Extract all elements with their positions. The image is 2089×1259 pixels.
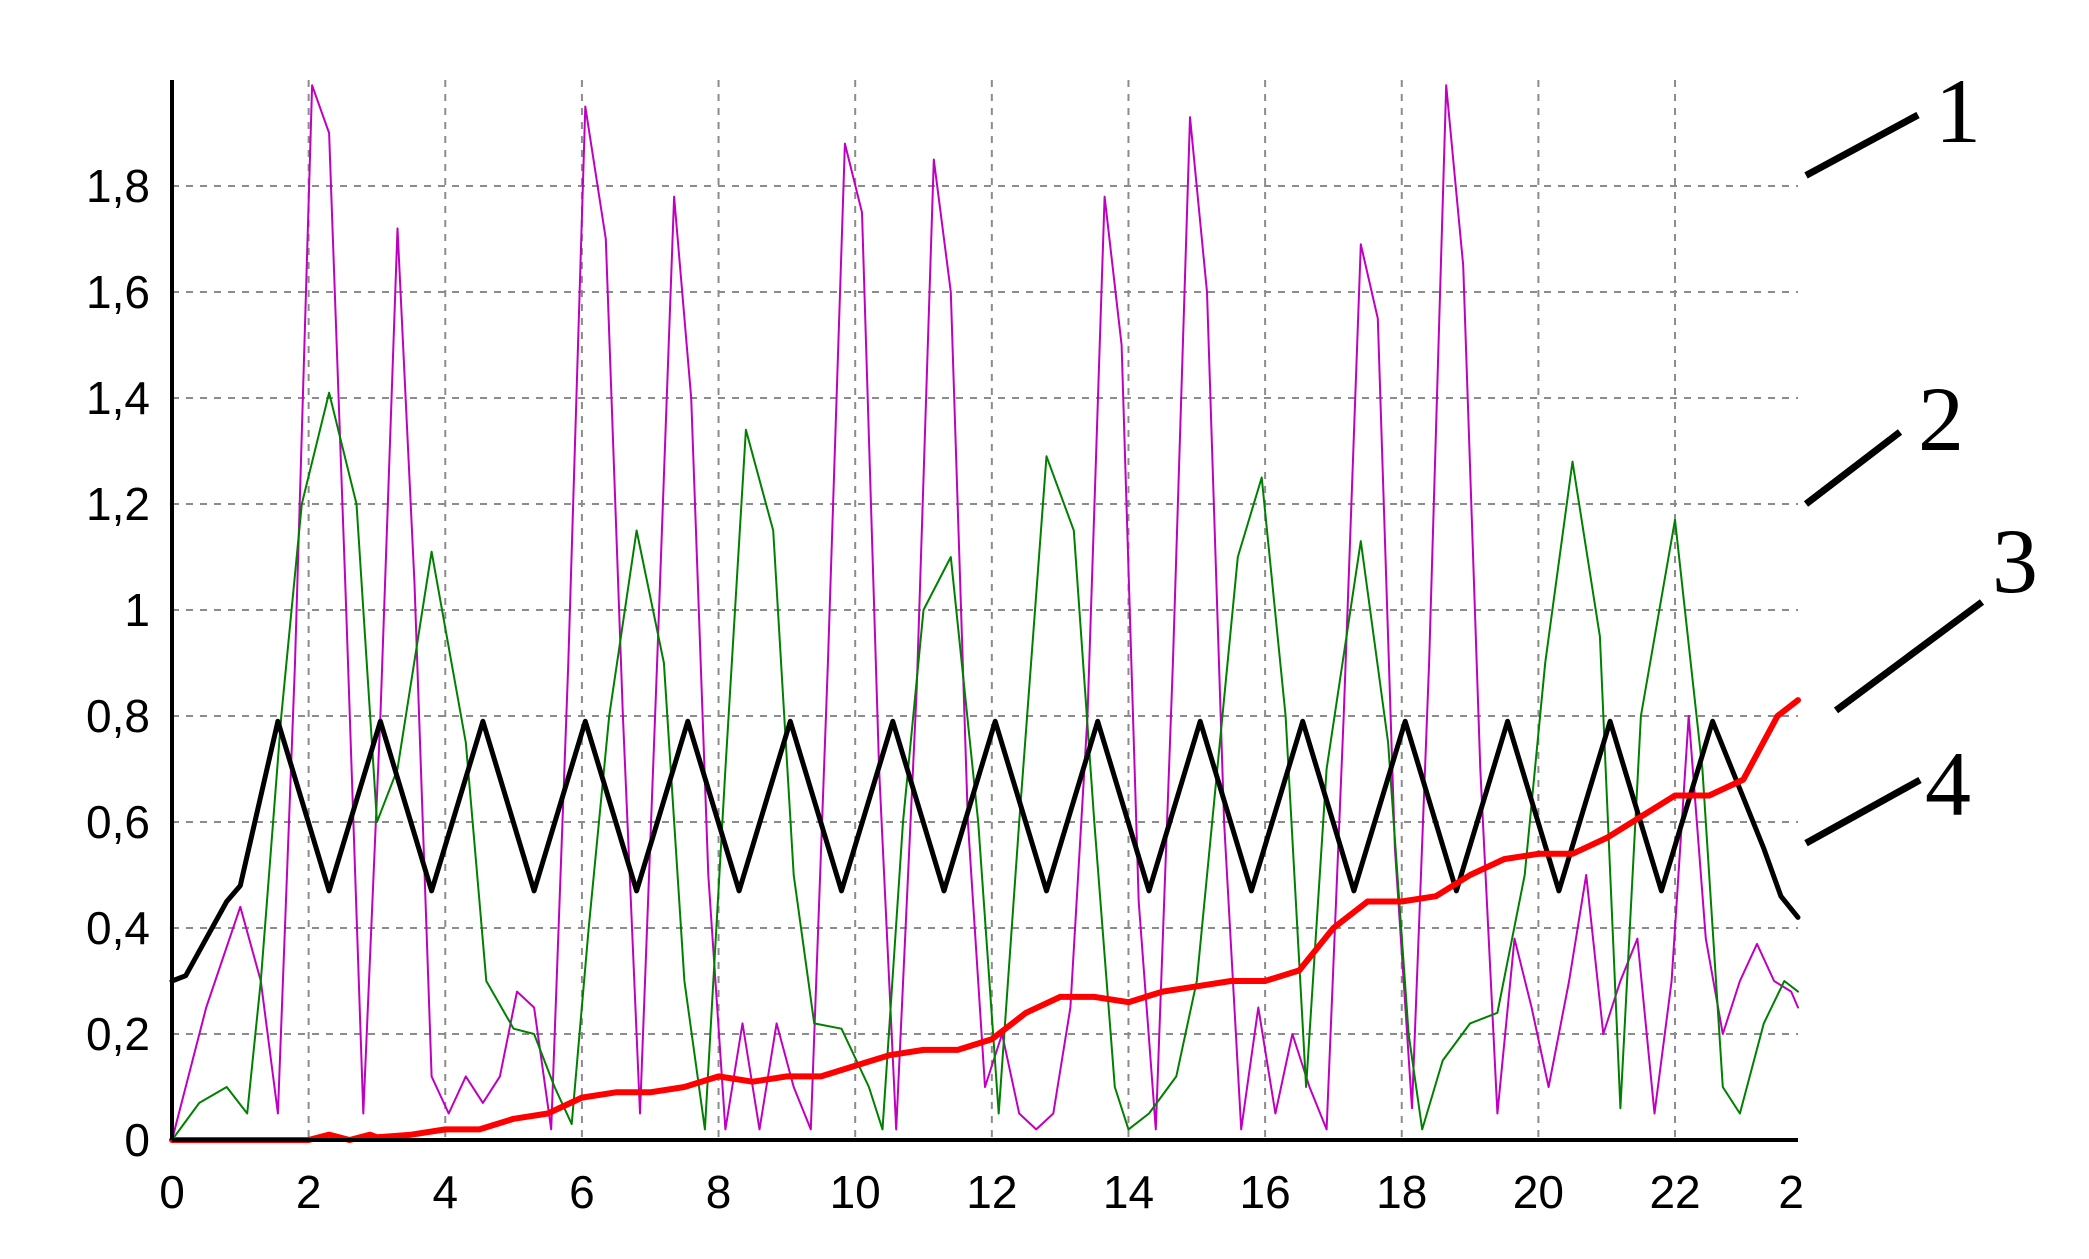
- x-tick-label: 10: [830, 1166, 881, 1218]
- y-tick-label: 0,2: [86, 1008, 150, 1060]
- y-tick-label: 0: [124, 1114, 150, 1166]
- callout-leader-2: [1803, 429, 1903, 507]
- y-tick-label: 1,2: [86, 478, 150, 530]
- callout-label-1: 1: [1935, 60, 1981, 162]
- series-line-1: [171, 84, 1799, 1141]
- axes: [170, 80, 1798, 1142]
- callout-label-3: 3: [1992, 510, 2038, 612]
- x-tick-labels: 0 2 4 6 8 10 12 14 16 18 20 22 2: [159, 1166, 1804, 1218]
- callout-label-4: 4: [1925, 733, 1971, 835]
- series-lines: [169, 84, 1801, 1143]
- series-line-4: [169, 697, 1801, 1143]
- y-tick-label: 1,4: [86, 372, 150, 424]
- x-tick-label: 18: [1376, 1166, 1427, 1218]
- x-tick-label: 14: [1103, 1166, 1154, 1218]
- x-tick-label: 2: [1778, 1166, 1804, 1218]
- y-tick-label: 0,8: [86, 690, 150, 742]
- x-tick-label: 0: [159, 1166, 185, 1218]
- x-tick-label: 2: [296, 1166, 322, 1218]
- callout-label-2: 2: [1918, 368, 1964, 470]
- callout-leader-4: [1804, 776, 1922, 847]
- x-tick-label: 12: [966, 1166, 1017, 1218]
- y-tick-label: 0,6: [86, 796, 150, 848]
- y-tick-label: 1: [124, 584, 150, 636]
- series-line-2: [171, 391, 1799, 1141]
- grid: [172, 80, 1798, 1140]
- y-tick-label: 1,8: [86, 160, 150, 212]
- callout-leader-3: [1833, 599, 1985, 714]
- x-tick-label: 4: [432, 1166, 458, 1218]
- series-line-3: [169, 718, 1801, 984]
- x-tick-label: 16: [1240, 1166, 1291, 1218]
- x-tick-label: 20: [1513, 1166, 1564, 1218]
- callout-leader-1: [1804, 111, 1920, 179]
- y-tick-label: 0,4: [86, 902, 150, 954]
- series-callouts: 1 23 4: [1803, 60, 2038, 847]
- x-tick-label: 8: [706, 1166, 732, 1218]
- y-tick-labels: 0 0,2 0,4 0,6 0,8 1 1,2 1,4 1,6 1,8: [86, 160, 150, 1166]
- x-tick-label: 6: [569, 1166, 595, 1218]
- y-tick-label: 1,6: [86, 266, 150, 318]
- x-tick-label: 22: [1649, 1166, 1700, 1218]
